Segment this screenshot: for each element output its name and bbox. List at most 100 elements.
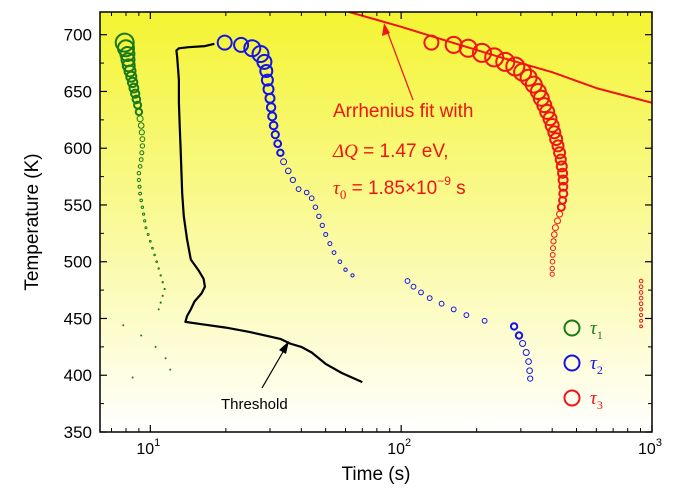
legend-label-tau1: τ1: [590, 318, 603, 342]
series-tau3-point-37: [549, 271, 555, 277]
threshold-line: [175, 42, 363, 384]
series-tau2-point-11: [268, 120, 279, 131]
series-tau2-point-44: [527, 375, 534, 382]
legend-marker-tau2: [563, 354, 581, 372]
series-tau1-point-36: [159, 274, 162, 277]
y-tick-label-700: 700: [64, 26, 92, 45]
series-tau1-point-29: [144, 226, 148, 230]
arrhenius-annotation: Arrhenius fit with ΔQ = 1.47 eV, τ0 = 1.…: [332, 23, 473, 202]
series-tau3-point-5: [495, 51, 516, 72]
series-tau1-point-2: [119, 46, 136, 62]
series-tau3-point-34: [549, 252, 556, 258]
x-tick-label-100: 102: [387, 437, 411, 458]
series-tau1-point-14: [137, 122, 145, 129]
series-tau2-point-12: [270, 130, 280, 140]
series-tau3-point-16: [547, 125, 562, 140]
series-tau2-point-4: [256, 53, 273, 70]
series-tau1-point-32: [151, 246, 154, 250]
series-tau3-point-44: [639, 313, 644, 318]
plot-content: [114, 12, 652, 384]
y-tick-label-500: 500: [64, 253, 92, 272]
series-tau1-point-7: [126, 76, 139, 89]
series-tau1-point-0: [114, 32, 135, 53]
series-tau1-point-26: [140, 205, 145, 209]
series-tau2-point-16: [285, 167, 292, 175]
series-tau3-point-14: [542, 111, 558, 127]
series-tau3-point-31: [551, 231, 558, 238]
series-tau1-point-12: [134, 107, 144, 117]
series-tau1-point-16: [139, 136, 146, 143]
series-tau1-point-18: [139, 150, 145, 156]
series-tau1-point-45: [164, 357, 167, 360]
legend: τ1 τ2 τ3: [563, 318, 603, 412]
legend-label-tau2: τ2: [590, 353, 603, 377]
series-tau2: [216, 34, 534, 382]
series-tau2-point-19: [303, 189, 310, 196]
series-tau2-point-43: [526, 367, 533, 375]
series-tau2-point-39: [514, 331, 524, 340]
arrhenius-line1: Arrhenius fit with: [333, 101, 473, 122]
series-tau1-point-41: [157, 308, 160, 311]
series-tau2-point-35: [450, 306, 457, 313]
series-tau1-point-10: [131, 94, 142, 105]
y-axis-label: Temperature (K): [22, 153, 43, 290]
series-tau2-point-30: [404, 278, 411, 284]
series-tau1-point-1: [117, 39, 135, 58]
series-tau2-point-22: [316, 213, 322, 220]
series-tau1-point-23: [137, 184, 142, 189]
series-tau3-point-30: [551, 224, 559, 232]
series-tau2-point-28: [343, 267, 348, 272]
arrhenius-arrow-head: [382, 23, 390, 36]
series-tau1-point-27: [142, 212, 146, 216]
y-tick-label-450: 450: [64, 309, 92, 328]
series-tau2-point-34: [438, 300, 445, 307]
series-tau2-point-10: [267, 111, 278, 122]
series-tau2-point-1: [233, 36, 250, 53]
series-tau1-point-13: [136, 115, 144, 123]
series-tau1-point-8: [128, 82, 140, 94]
series-tau3-point-32: [550, 238, 557, 245]
series-tau1-point-5: [123, 64, 137, 78]
series-tau3-point-3: [472, 42, 492, 63]
points-layer: [114, 32, 644, 382]
series-tau2-point-6: [260, 73, 274, 87]
series-tau2-point-36: [463, 312, 470, 319]
series-tau3-point-43: [639, 307, 644, 312]
series-tau2-point-24: [323, 232, 329, 237]
series-tau2-point-42: [525, 358, 532, 365]
series-tau3-point-1: [444, 35, 463, 54]
series-tau2-point-14: [276, 148, 285, 158]
series-tau3-point-40: [638, 290, 644, 295]
series-tau2-point-27: [337, 259, 343, 265]
series-tau3-point-23: [557, 174, 569, 186]
series-tau3-point-11: [532, 89, 550, 107]
series-tau3-point-4: [484, 47, 505, 68]
series-tau2-point-0: [216, 34, 233, 51]
tau0-unit: s: [451, 178, 466, 199]
arrhenius-delta-q: ΔQ = 1.47 eV,: [332, 141, 449, 162]
series-tau3-point-35: [549, 258, 556, 265]
series-tau2-point-26: [331, 250, 337, 256]
series-tau3-point-7: [513, 62, 533, 82]
arrhenius-tau0: τ0 = 1.85×10−9 s: [333, 174, 466, 202]
series-tau3-point-39: [638, 284, 644, 290]
series-tau3-point-24: [558, 181, 569, 192]
series-tau3-point-18: [551, 139, 565, 153]
series-tau2-point-32: [418, 289, 424, 296]
series-tau3-point-28: [556, 210, 564, 218]
series-tau1-point-39: [161, 294, 164, 297]
tau0-symbol: τ: [333, 178, 341, 199]
series-tau1-point-21: [136, 171, 142, 176]
y-tick-label-600: 600: [64, 139, 92, 158]
y-tick-label-550: 550: [64, 196, 92, 215]
x-tick-label-1000: 103: [638, 437, 662, 458]
series-tau3-point-36: [549, 265, 555, 272]
series-tau2-point-3: [251, 45, 270, 63]
series-tau1-point-31: [148, 239, 152, 243]
tau0-subscript: 0: [340, 187, 347, 202]
series-tau2-point-41: [522, 349, 530, 356]
series-tau3-point-46: [639, 324, 643, 329]
plot-frame: [99, 11, 653, 433]
legend-marker-tau3: [563, 389, 581, 407]
series-tau3-point-21: [555, 160, 568, 173]
